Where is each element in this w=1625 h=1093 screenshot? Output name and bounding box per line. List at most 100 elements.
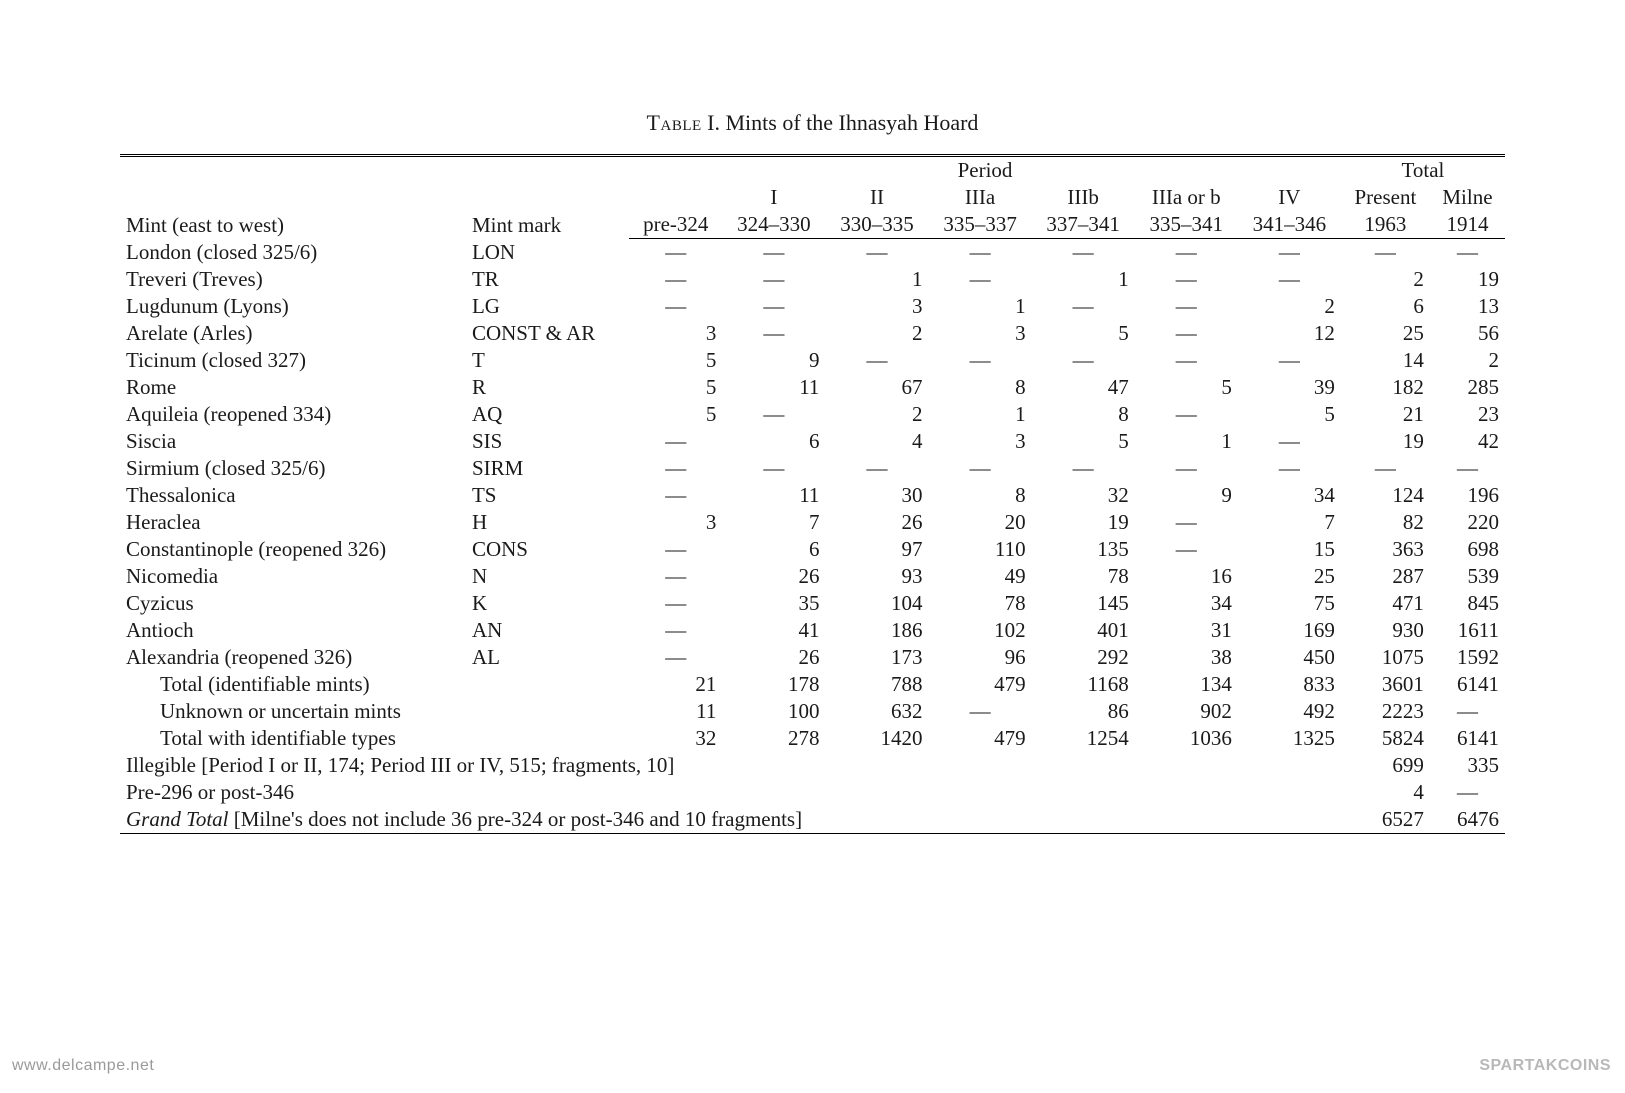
col-t0-bot: 1963	[1341, 211, 1430, 239]
table-cell: Siscia	[120, 428, 466, 455]
table-row: Sirmium (closed 325/6)SIRM—————————	[120, 455, 1505, 482]
table-cell: 902	[1135, 698, 1238, 725]
table-row: SisciaSIS—64351—1942	[120, 428, 1505, 455]
col-p0-top	[629, 184, 722, 211]
table-cell: T	[466, 347, 629, 374]
table-cell: 21	[1341, 401, 1430, 428]
table-cell: Sirmium (closed 325/6)	[120, 455, 466, 482]
table-cell: 97	[825, 536, 928, 563]
table-cell: Ticinum (closed 327)	[120, 347, 466, 374]
table-row: London (closed 325/6)LON—————————	[120, 239, 1505, 267]
table-cell: —	[1341, 455, 1430, 482]
table-cell: 35	[722, 590, 825, 617]
table-cell: —	[722, 266, 825, 293]
table-cell: 19	[1341, 428, 1430, 455]
col-p3-bot: 335–337	[929, 211, 1032, 239]
table-row: Arelate (Arles)CONST & AR3—235—122556	[120, 320, 1505, 347]
table-cell: Rome	[120, 374, 466, 401]
table-cell: —	[929, 347, 1032, 374]
table-cell: 2	[1341, 266, 1430, 293]
table-cell: 182	[1341, 374, 1430, 401]
table-cell: 6527	[1341, 806, 1430, 834]
table-cell: 42	[1430, 428, 1505, 455]
table-cell: —	[825, 455, 928, 482]
col-p4-top: IIIb	[1032, 184, 1135, 211]
table-cell: H	[466, 509, 629, 536]
table-cell: 104	[825, 590, 928, 617]
watermark-left: www.delcampe.net	[12, 1057, 154, 1075]
table-cell: 1	[825, 266, 928, 293]
table-cell: 25	[1341, 320, 1430, 347]
table-cell: —	[629, 590, 722, 617]
table-cell: —	[1341, 239, 1430, 267]
table-cell: Heraclea	[120, 509, 466, 536]
table-cell: 479	[929, 671, 1032, 698]
table-cell: 19	[1032, 509, 1135, 536]
table-cell: 479	[929, 725, 1032, 752]
table-cell: 26	[825, 509, 928, 536]
table-cell: —	[629, 644, 722, 671]
table-cell: Treveri (Treves)	[120, 266, 466, 293]
table-cell: 145	[1032, 590, 1135, 617]
table-cell: 5	[1135, 374, 1238, 401]
table-cell: —	[1135, 455, 1238, 482]
table-cell: 3	[629, 509, 722, 536]
table-cell: —	[1238, 266, 1341, 293]
table-cell: Constantinople (reopened 326)	[120, 536, 466, 563]
col-p1-bot: 324–330	[722, 211, 825, 239]
col-p3-top: IIIa	[929, 184, 1032, 211]
table-cell: Lugdunum (Lyons)	[120, 293, 466, 320]
table-cell: Arelate (Arles)	[120, 320, 466, 347]
table-cell: 13	[1430, 293, 1505, 320]
table-cell: 6	[722, 536, 825, 563]
table-cell: 78	[929, 590, 1032, 617]
table-cell: 8	[929, 374, 1032, 401]
table-cell: 930	[1341, 617, 1430, 644]
table-cell: —	[629, 239, 722, 267]
table-cell: 135	[1032, 536, 1135, 563]
table-cell: —	[1032, 293, 1135, 320]
table-cell: 19	[1430, 266, 1505, 293]
table-cell: R	[466, 374, 629, 401]
table-cell: 1420	[825, 725, 928, 752]
table-cell: SIRM	[466, 455, 629, 482]
table-cell: 335	[1430, 752, 1505, 779]
table-cell: 25	[1238, 563, 1341, 590]
table-cell: —	[929, 455, 1032, 482]
table-cell: 3	[929, 320, 1032, 347]
table-cell: —	[629, 266, 722, 293]
table-cell: 14	[1341, 347, 1430, 374]
table-cell: —	[722, 455, 825, 482]
table-cell: 8	[929, 482, 1032, 509]
table-cell: 34	[1135, 590, 1238, 617]
table-cell: 23	[1430, 401, 1505, 428]
table-cell: AN	[466, 617, 629, 644]
table-cell: 173	[825, 644, 928, 671]
table-row: Lugdunum (Lyons)LG——31——2613	[120, 293, 1505, 320]
table-cell: —	[1430, 698, 1505, 725]
table-cell: 285	[1430, 374, 1505, 401]
table-cell: 100	[722, 698, 825, 725]
table-cell: —	[1238, 239, 1341, 267]
table-cell: 1325	[1238, 725, 1341, 752]
table-cell: 2	[825, 320, 928, 347]
table-cell: 1254	[1032, 725, 1135, 752]
table-cell: 287	[1341, 563, 1430, 590]
table-cell: 6	[1341, 293, 1430, 320]
table-cell: 5	[629, 401, 722, 428]
table-cell: —	[629, 617, 722, 644]
table-row: Aquileia (reopened 334)AQ5—218—52123	[120, 401, 1505, 428]
table-cell: 49	[929, 563, 1032, 590]
table-cell: 5	[629, 374, 722, 401]
col-p5-top: IIIa or b	[1135, 184, 1238, 211]
table-cell: 16	[1135, 563, 1238, 590]
table-cell: AL	[466, 644, 629, 671]
table-cell: 8	[1032, 401, 1135, 428]
table-cell: 75	[1238, 590, 1341, 617]
table-cell: 15	[1238, 536, 1341, 563]
table-row: RomeR51167847539182285	[120, 374, 1505, 401]
table-cell: 278	[722, 725, 825, 752]
table-cell: 196	[1430, 482, 1505, 509]
table-cell: Nicomedia	[120, 563, 466, 590]
col-p2-top: II	[825, 184, 928, 211]
